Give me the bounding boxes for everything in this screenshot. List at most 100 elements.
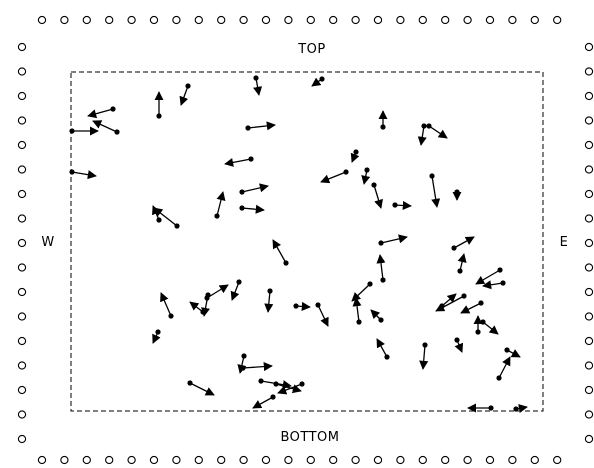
perforation-hole [127, 455, 136, 465]
perforation-hole [105, 455, 114, 465]
perforation-hole [306, 15, 315, 25]
perforation-hole [463, 15, 472, 25]
perforation-hole [17, 312, 27, 321]
perforation-hole [17, 165, 27, 174]
perforation-hole [584, 140, 594, 150]
perforation-hole [584, 312, 594, 321]
perforation-hole [530, 455, 539, 465]
perforation-hole [584, 434, 594, 444]
perforation-hole [284, 15, 293, 25]
perforation-hole [17, 336, 27, 346]
vector-arrow [241, 204, 265, 214]
vector-arrow [275, 383, 302, 394]
perforation-hole [217, 455, 226, 465]
perforation-hole [418, 455, 427, 465]
perforation-hole [441, 15, 450, 25]
perforation-hole [127, 15, 136, 25]
perforation-hole [284, 455, 293, 465]
perforation-hole [261, 455, 271, 465]
perforation-hole [373, 455, 383, 465]
vector-arrow [417, 125, 427, 146]
perforation-hole [553, 15, 562, 25]
perforation-hole [239, 455, 248, 465]
perforation-hole [17, 214, 27, 223]
vector-arrow [475, 269, 501, 285]
perforation-hole [351, 455, 360, 465]
perforation-hole [17, 42, 27, 52]
perforation-hole [306, 455, 315, 465]
vector-arrow [311, 77, 323, 87]
perforation-hole [584, 214, 594, 223]
label-west: W [41, 235, 54, 250]
perforation-hole [217, 15, 226, 25]
vector-arrow [277, 383, 303, 395]
perforation-hole [60, 455, 69, 465]
perforation-column-right [584, 42, 594, 444]
perforation-hole [194, 455, 203, 465]
perforation-hole [584, 189, 594, 199]
perforation-hole [396, 15, 405, 25]
perforation-hole [261, 15, 271, 25]
vector-arrow [506, 349, 521, 358]
perforation-hole [172, 455, 181, 465]
vector-arrow [350, 151, 360, 163]
perforation-hole [584, 67, 594, 76]
perforation-hole [584, 42, 594, 52]
vector-arrow [376, 254, 386, 281]
vector-arrow [179, 85, 189, 106]
vector-arrow [482, 321, 499, 335]
vector-arrow [247, 121, 276, 131]
vector-arrow [241, 183, 269, 193]
vector-arrow [152, 205, 161, 221]
vector-arrow [237, 355, 247, 374]
perforation-hole [37, 15, 47, 25]
perforation-hole [82, 15, 91, 25]
perforation-hole [584, 287, 594, 297]
perforation-hole [17, 91, 27, 101]
dashed-boundary [70, 71, 544, 412]
perforation-hole [530, 15, 539, 25]
vector-arrow [216, 191, 226, 217]
perforation-hole [584, 91, 594, 101]
vector-arrow [352, 297, 362, 323]
perforation-hole [508, 455, 517, 465]
vector-arrow [373, 184, 383, 209]
perforation-hole [584, 361, 594, 370]
perforation-hole [584, 238, 594, 248]
perforation-hole [17, 410, 27, 419]
perforation-hole [17, 385, 27, 395]
perforation-hole [17, 434, 27, 444]
vector-arrow [92, 120, 118, 133]
perforation-hole [584, 165, 594, 174]
vector-arrow [370, 309, 382, 321]
vector-arrow [201, 294, 211, 317]
vector-arrow [160, 292, 172, 317]
vector-arrow [253, 77, 263, 96]
vector-arrow [482, 280, 504, 290]
vector-arrow [71, 170, 97, 180]
vector-arrow [431, 175, 441, 208]
perforation-hole [172, 15, 181, 25]
perforation-hole [553, 455, 562, 465]
perforation-hole [485, 15, 495, 25]
perforation-hole [329, 15, 338, 25]
vector-arrow [252, 396, 274, 409]
vector-arrow [272, 239, 287, 264]
perforation-hole [194, 15, 203, 25]
vector-arrow [394, 200, 412, 211]
label-bottom: BOTTOM [280, 430, 339, 445]
vector-arrow [515, 403, 528, 413]
perforation-hole [584, 336, 594, 346]
perforation-hole [584, 263, 594, 272]
perforation-hole [37, 455, 47, 465]
vector-arrow [320, 171, 347, 184]
perforation-hole [441, 455, 450, 465]
label-east: E [560, 235, 569, 250]
vector-arrow [264, 290, 274, 313]
perforation-hole [60, 15, 69, 25]
perforation-hole [351, 15, 360, 25]
perforation-hole [329, 455, 338, 465]
vector-arrow [189, 301, 204, 313]
